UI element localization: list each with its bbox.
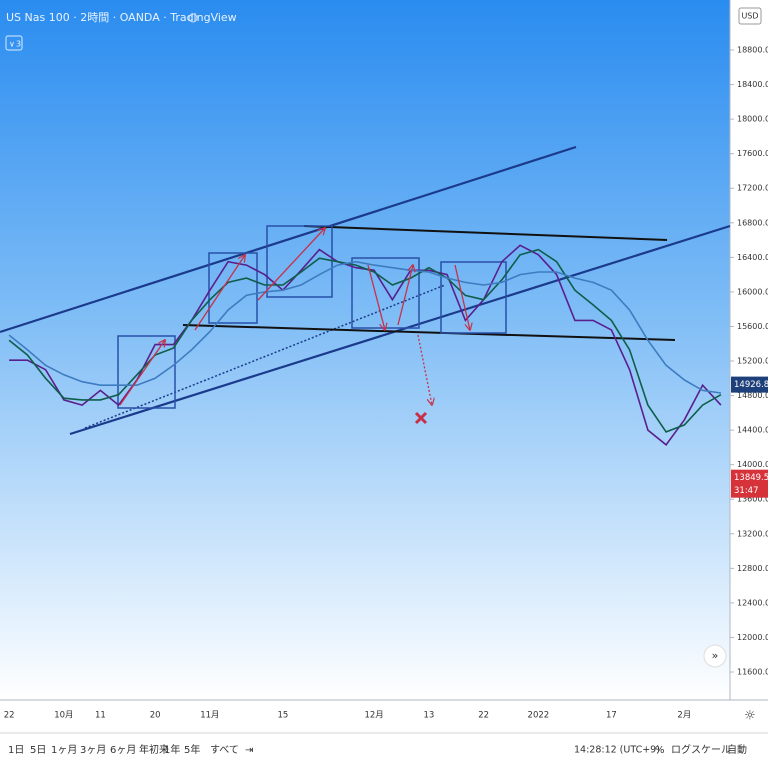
y-tick-label: 11600.0 — [737, 668, 768, 677]
y-tick-label: 15200.0 — [737, 357, 768, 366]
box — [440, 261, 507, 334]
price-tag-label: 14926.8 — [734, 380, 768, 390]
x-tick-label: 22 — [478, 711, 489, 721]
countdown-tag — [731, 469, 768, 498]
scroll-button[interactable] — [703, 644, 727, 668]
y-tick-label: 13600.0 — [737, 495, 768, 504]
y-tick-label: 16400.0 — [737, 253, 768, 262]
y-tick-label: 18800.0 — [737, 46, 768, 55]
range-button[interactable]: 3ヶ月 — [80, 744, 106, 756]
trend-line — [182, 324, 676, 341]
x-tick-label: 20 — [150, 711, 161, 721]
time-axis — [0, 700, 768, 733]
x-tick-label: 10月 — [54, 711, 73, 721]
trend-line — [303, 225, 668, 241]
y-tick-label: 18000.0 — [737, 115, 768, 124]
trend-line — [84, 284, 446, 429]
y-tick-label: 14400.0 — [737, 426, 768, 435]
scroll-icon: » — [712, 649, 719, 662]
drawings — [0, 145, 731, 436]
y-tick-label: 16000.0 — [737, 287, 768, 296]
trend-line — [0, 145, 577, 334]
arrow — [119, 340, 165, 406]
legend-toggle[interactable] — [5, 35, 23, 51]
x-tick-label: 22 — [4, 711, 15, 721]
y-tick-label: 16800.0 — [737, 218, 768, 227]
range-button[interactable]: 1ヶ月 — [51, 744, 77, 756]
range-button[interactable]: 6ヶ月 — [110, 744, 136, 756]
x-tick-label: 17 — [606, 711, 617, 721]
box — [117, 335, 176, 409]
y-tick-label: 14800.0 — [737, 391, 768, 400]
legend-count: 3 — [16, 40, 21, 49]
currency: USD — [741, 12, 758, 21]
trend-line — [69, 224, 731, 436]
range-button[interactable]: 5日 — [30, 745, 46, 756]
y-tick-label: 13200.0 — [737, 529, 768, 538]
countdown-label: 31:47 — [734, 486, 759, 496]
arrows — [119, 228, 470, 425]
arrow — [257, 228, 325, 301]
range-button[interactable]: 5年 — [184, 743, 200, 756]
x-tick-label: 2月 — [677, 711, 691, 721]
status-icon — [188, 13, 198, 23]
y-tick-label: 12000.0 — [737, 633, 768, 642]
clock: 14:28:12 (UTC+9) — [574, 745, 660, 756]
x-tick-label: 12月 — [364, 711, 383, 721]
chart-title: US Nas 100 · 2時間 · OANDA · TradingView — [6, 11, 237, 24]
y-tick-label: 17600.0 — [737, 149, 768, 158]
arrow — [454, 264, 470, 330]
box — [266, 225, 333, 298]
y-tick-label: 15600.0 — [737, 322, 768, 331]
range-button[interactable]: 1日 — [8, 745, 24, 756]
settings-icon[interactable]: ☼ — [744, 709, 756, 724]
countdown-price-label: 13849.5 — [734, 473, 768, 483]
series-line — [8, 260, 722, 394]
range-button[interactable]: 年初来 — [139, 743, 169, 756]
x-tick-label: 2022 — [528, 711, 550, 721]
x-tick-label: 15 — [277, 711, 288, 721]
goto-date-icon[interactable]: ⇥ — [245, 745, 253, 756]
percent-toggle[interactable]: % — [655, 745, 665, 756]
x-tick-label: 13 — [423, 711, 434, 721]
auto-toggle[interactable]: 自動 — [727, 743, 747, 756]
currency-box[interactable] — [738, 7, 762, 25]
y-tick-label: 12400.0 — [737, 598, 768, 607]
arrow — [397, 265, 413, 326]
range-button[interactable]: すべて — [210, 744, 239, 756]
x-tick-label: 11 — [95, 711, 106, 721]
legend-chevron: ∨ — [9, 40, 15, 49]
y-tick-label: 18400.0 — [737, 80, 768, 89]
price-tag — [731, 376, 768, 393]
y-tick-label: 17200.0 — [737, 184, 768, 193]
arrow — [194, 255, 245, 331]
plot-background — [0, 0, 730, 700]
price-axis — [730, 0, 768, 700]
log-toggle[interactable]: ログスケール — [671, 743, 731, 756]
arrow — [367, 264, 385, 330]
range-button[interactable]: 1年 — [164, 743, 180, 756]
y-tick-label: 14000.0 — [737, 460, 768, 469]
cross-mark — [414, 411, 428, 425]
y-tick-label: 12800.0 — [737, 564, 768, 573]
x-tick-label: 11月 — [200, 711, 219, 721]
box — [208, 252, 258, 324]
